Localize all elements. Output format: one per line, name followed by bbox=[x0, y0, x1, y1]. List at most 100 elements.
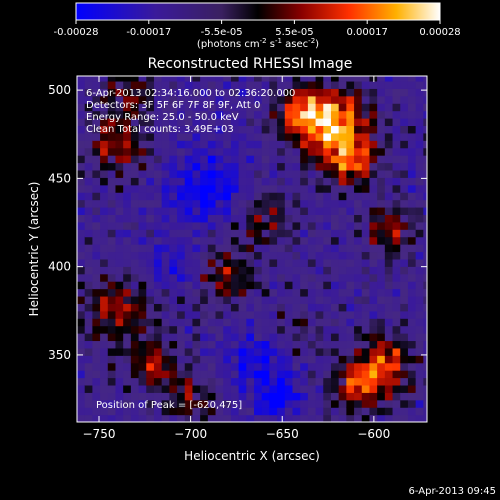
heatmap-cell bbox=[254, 155, 263, 164]
heatmap-cell bbox=[184, 110, 194, 119]
heatmap-cell bbox=[230, 155, 240, 164]
heatmap-cell bbox=[115, 325, 124, 334]
heatmap-cell bbox=[161, 229, 170, 238]
heatmap-cell bbox=[169, 80, 178, 89]
heatmap-cell bbox=[100, 206, 109, 215]
heatmap-cell bbox=[161, 110, 170, 119]
heatmap-cell bbox=[161, 95, 170, 104]
heatmap-cell bbox=[77, 110, 86, 119]
heatmap-cell bbox=[169, 273, 178, 282]
heatmap-cell bbox=[123, 414, 132, 422]
heatmap-cell bbox=[384, 414, 394, 422]
heatmap-cell bbox=[100, 340, 109, 349]
heatmap-cell bbox=[369, 258, 378, 267]
heatmap-cell bbox=[377, 377, 386, 386]
heatmap-cell bbox=[215, 229, 224, 238]
heatmap-cell bbox=[238, 273, 247, 282]
heatmap-cell bbox=[284, 80, 294, 89]
heatmap-cell bbox=[254, 370, 263, 379]
heatmap-cell bbox=[392, 214, 401, 223]
heatmap-cell bbox=[261, 288, 271, 297]
heatmap-cell bbox=[207, 80, 217, 89]
heatmap-cell bbox=[246, 266, 255, 275]
heatmap-cell bbox=[107, 206, 117, 215]
heatmap-cell bbox=[153, 414, 163, 422]
heatmap-cell bbox=[192, 303, 201, 312]
heatmap-cell bbox=[200, 88, 209, 97]
heatmap-cell bbox=[100, 177, 109, 186]
heatmap-cell bbox=[246, 355, 255, 364]
annotation-time-range: 6-Apr-2013 02:34:16.000 to 02:36:20.000 bbox=[86, 88, 295, 99]
colorbar-tick-label: 5.5e-05 bbox=[275, 27, 313, 38]
heatmap-cell bbox=[192, 362, 201, 371]
heatmap-cell bbox=[400, 206, 409, 215]
heatmap-cell bbox=[246, 80, 255, 89]
heatmap-cell bbox=[307, 132, 317, 141]
heatmap-cell bbox=[84, 169, 93, 178]
heatmap-cell bbox=[123, 333, 132, 342]
heatmap-cell bbox=[223, 370, 232, 379]
heatmap-cell bbox=[377, 414, 386, 422]
heatmap-cell bbox=[300, 310, 309, 319]
heatmap-cell bbox=[138, 103, 147, 112]
heatmap-cell bbox=[207, 103, 217, 112]
heatmap-cell bbox=[415, 132, 424, 141]
heatmap-cell bbox=[215, 177, 224, 186]
heatmap-cell bbox=[354, 340, 363, 349]
heatmap-cell bbox=[92, 177, 101, 186]
heatmap-cell bbox=[77, 206, 86, 215]
heatmap-cell bbox=[77, 281, 86, 290]
heatmap-cell bbox=[77, 118, 86, 127]
heatmap-cell bbox=[300, 392, 309, 401]
heatmap-cell bbox=[130, 229, 140, 238]
heatmap-cell bbox=[423, 192, 427, 201]
heatmap-cell bbox=[84, 333, 93, 342]
heatmap-cell bbox=[130, 266, 140, 275]
heatmap-cell bbox=[153, 118, 163, 127]
heatmap-cell bbox=[415, 162, 424, 171]
heatmap-cell bbox=[123, 399, 132, 408]
heatmap-cell bbox=[361, 384, 371, 393]
heatmap-cell bbox=[330, 162, 340, 171]
heatmap-cell bbox=[315, 244, 324, 253]
heatmap-cell bbox=[415, 251, 424, 260]
heatmap-cell bbox=[261, 110, 271, 119]
heatmap-cell bbox=[230, 192, 240, 201]
heatmap-cell bbox=[292, 155, 301, 164]
heatmap-cell bbox=[392, 244, 401, 253]
heatmap-cell bbox=[423, 273, 427, 282]
heatmap-cell bbox=[130, 125, 140, 134]
heatmap-cell bbox=[107, 333, 117, 342]
heatmap-cell bbox=[77, 184, 86, 193]
heatmap-cell bbox=[115, 110, 124, 119]
heatmap-cell bbox=[130, 206, 140, 215]
heatmap-cell bbox=[261, 325, 271, 334]
heatmap-cell bbox=[192, 192, 201, 201]
heatmap-cell bbox=[384, 162, 394, 171]
heatmap-cell bbox=[400, 155, 409, 164]
heatmap-cell bbox=[384, 273, 394, 282]
heatmap-cell bbox=[330, 310, 340, 319]
heatmap-cell bbox=[200, 325, 209, 334]
heatmap-cell bbox=[161, 80, 170, 89]
heatmap-cell bbox=[369, 392, 378, 401]
heatmap-cell bbox=[123, 155, 132, 164]
heatmap-cell bbox=[400, 76, 409, 82]
heatmap-cell bbox=[223, 318, 232, 327]
heatmap-cell bbox=[400, 214, 409, 223]
heatmap-cell bbox=[169, 392, 178, 401]
heatmap-cell bbox=[377, 177, 386, 186]
heatmap-cell bbox=[361, 118, 371, 127]
heatmap-cell bbox=[107, 266, 117, 275]
heatmap-cell bbox=[269, 347, 278, 356]
heatmap-cell bbox=[407, 80, 417, 89]
heatmap-cell bbox=[77, 258, 86, 267]
heatmap-cell bbox=[277, 384, 286, 393]
heatmap-cell bbox=[407, 399, 417, 408]
heatmap-cell bbox=[169, 377, 178, 386]
heatmap-cell bbox=[254, 221, 263, 230]
heatmap-cell bbox=[377, 103, 386, 112]
heatmap-cell bbox=[284, 147, 294, 156]
heatmap-cell bbox=[207, 214, 217, 223]
heatmap-cell bbox=[238, 281, 247, 290]
